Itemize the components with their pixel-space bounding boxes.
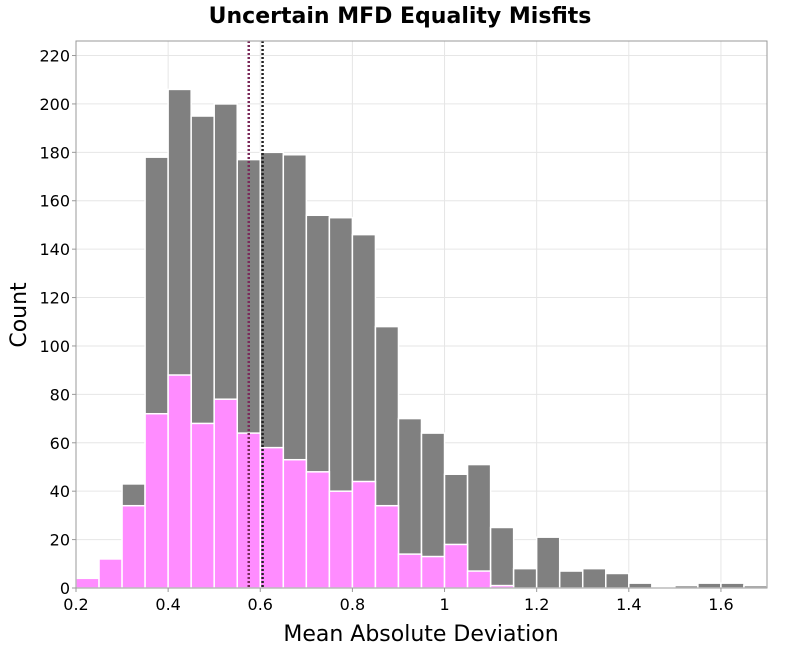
bar-total [605,572,630,589]
bar-total [466,463,492,589]
x-tick-label: 1.4 [616,595,641,614]
y-tick-label: 100 [39,337,70,356]
y-tick-label: 20 [50,531,70,550]
bar-subset [443,543,469,589]
x-tick-label: 0.6 [248,595,273,614]
reference-lines [247,41,264,588]
bar-total [697,582,722,589]
bar-subset [305,471,331,589]
bar-subset [144,412,169,589]
bar-subset [351,480,377,589]
bar-subset [190,422,215,589]
bar-total [720,582,745,589]
y-tick-label: 0 [60,579,70,598]
bar-subset [374,504,400,589]
y-tick-label: 200 [39,95,70,114]
y-tick-label: 140 [39,240,70,259]
x-tick-label: 1.2 [524,595,549,614]
bar-subset [167,374,192,589]
x-axis-ticks: 0.2 0.4 0.6 0.8 1 1.2 1.4 1.6 [63,588,734,614]
y-tick-label: 220 [39,47,70,66]
bar-total [535,536,561,589]
x-tick-label: 1.6 [708,595,733,614]
bar-subset [121,504,146,589]
bar-subset [98,558,123,589]
chart-title: Uncertain MFD Equality Misfits [209,4,592,29]
x-tick-label: 1 [439,595,449,614]
bar-subset [328,490,354,589]
y-axis-label: Count [7,282,32,348]
x-tick-label: 0.2 [63,595,88,614]
y-tick-label: 120 [39,289,70,308]
bar-total [489,526,515,589]
y-tick-label: 80 [50,385,70,404]
y-axis-ticks: 0 20 40 60 80 100 120 140 160 180 200 220 [39,47,76,598]
y-tick-label: 160 [39,192,70,211]
y-tick-label: 180 [39,143,70,162]
bar-subset [213,398,238,589]
bar-subset [397,553,423,589]
bar-total [581,567,607,589]
bar-total [558,570,584,589]
bars [75,88,768,589]
x-tick-label: 0.8 [340,595,365,614]
plot-frame [75,40,768,589]
y-tick-label: 60 [50,434,70,453]
bar-subset [420,555,446,589]
bar-subset [282,458,308,589]
x-tick-label: 0.4 [155,595,180,614]
x-axis-label: Mean Absolute Deviation [283,622,558,647]
bar-total [512,567,538,589]
y-tick-label: 40 [50,482,70,501]
bar-subset [466,570,492,589]
bar-subset [75,577,100,589]
bar-total [628,582,653,589]
